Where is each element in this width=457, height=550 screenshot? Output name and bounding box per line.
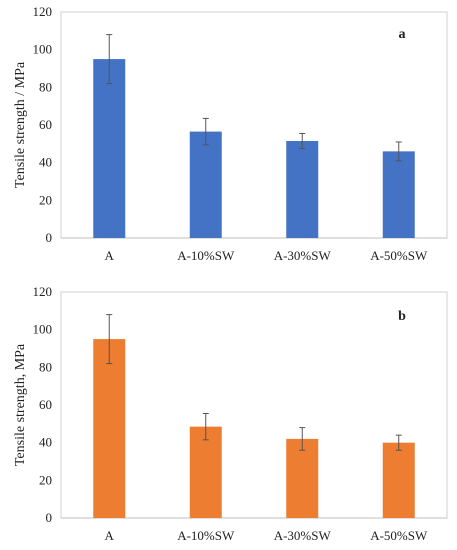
error-bar <box>202 117 209 146</box>
y-tick-label: 120 <box>33 4 53 19</box>
x-tick-label: A-30%SW <box>274 528 332 543</box>
chart-b-svg: 0 20 40 60 80 100 120 A A-10%SW A-30%SW A-50%SW T… <box>13 284 448 543</box>
error-bar-group <box>106 34 402 162</box>
bar <box>189 131 222 238</box>
x-tick-labels: A A-10%SW A-30%SW A-50%SW <box>105 528 428 543</box>
y-axis-label: Tensile strength, MPa <box>13 343 28 466</box>
y-tick-label: 20 <box>39 472 52 487</box>
y-tick-labels: 0 20 40 60 80 100 120 <box>33 4 53 245</box>
x-tick-label: A-30%SW <box>274 248 332 263</box>
x-tick-label: A-10%SW <box>177 528 235 543</box>
y-tick-label: 60 <box>39 397 52 412</box>
x-tick-label: A-50%SW <box>370 528 428 543</box>
y-tick-label: 40 <box>39 435 52 450</box>
chart-panel-b: 0 20 40 60 80 100 120 A A-10%SW A-30%SW A-50%SW T… <box>0 275 457 550</box>
error-bar <box>299 427 306 451</box>
bar <box>93 59 126 239</box>
x-tick-label: A-50%SW <box>370 248 428 263</box>
bar-group <box>93 59 415 239</box>
chart-panel-a: 0 20 40 60 80 100 120 A A-10%SW A-30%SW A-50%SW T… <box>13 4 448 263</box>
x-tick-label: A-10%SW <box>177 248 235 263</box>
bar <box>382 442 415 518</box>
bar <box>382 151 415 238</box>
y-tick-label: 80 <box>39 79 52 94</box>
y-tick-label: 20 <box>39 192 52 207</box>
bar-group <box>93 339 415 518</box>
y-tick-label: 80 <box>39 359 52 374</box>
error-bar <box>202 412 209 441</box>
bar <box>189 426 222 518</box>
y-tick-label: 0 <box>46 230 53 245</box>
x-tick-label: A <box>105 528 115 543</box>
bar <box>286 438 319 518</box>
y-axis-label: Tensile strength / MPa <box>13 61 28 188</box>
panel-label: b <box>398 309 406 324</box>
y-tick-label: 120 <box>33 284 53 299</box>
error-bar-group <box>106 314 402 451</box>
y-tick-label: 100 <box>33 42 53 57</box>
error-bar <box>395 434 402 451</box>
bar <box>93 339 126 518</box>
y-tick-label: 0 <box>46 510 53 525</box>
x-tick-label: A <box>105 248 115 263</box>
panel-label: a <box>399 27 406 42</box>
chart-a-svg: 0 20 40 60 80 100 120 A A-10%SW A-30%SW A-50%SW T… <box>13 4 448 263</box>
y-tick-label: 100 <box>33 322 53 337</box>
y-tick-label: 40 <box>39 155 52 170</box>
error-bar <box>106 34 113 85</box>
y-tick-labels: 0 20 40 60 80 100 120 <box>33 284 53 525</box>
error-bar <box>395 141 402 162</box>
x-tick-labels: A A-10%SW A-30%SW A-50%SW <box>105 248 428 263</box>
error-bar <box>106 314 113 365</box>
error-bar <box>299 132 306 150</box>
y-tick-label: 60 <box>39 117 52 132</box>
bar <box>286 141 319 238</box>
